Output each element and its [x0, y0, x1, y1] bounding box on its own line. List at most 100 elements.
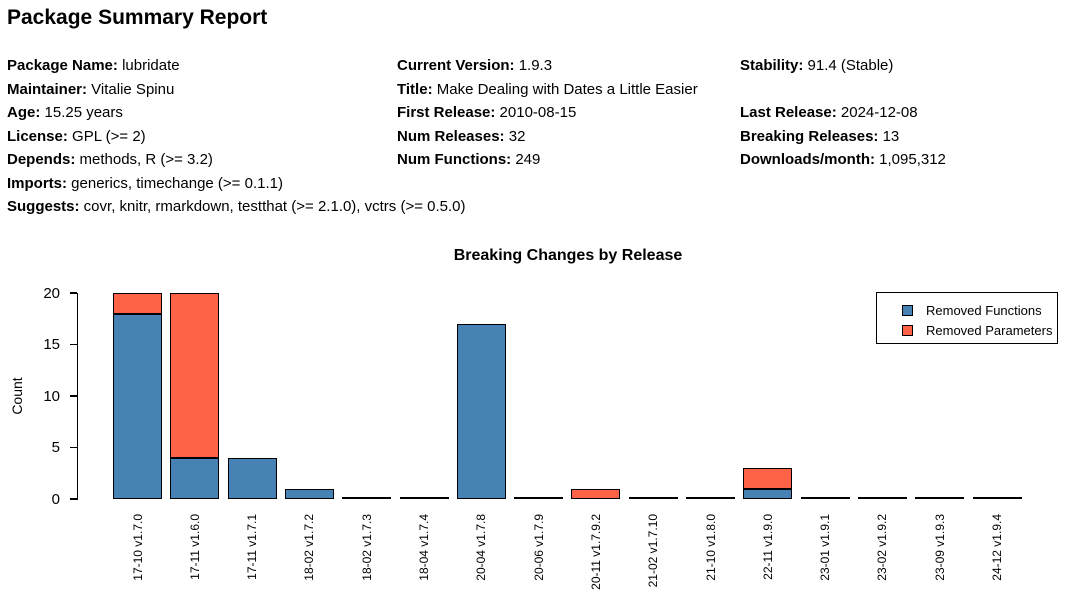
x-axis-tick-label: 17-11 v1.6.0 — [187, 514, 202, 580]
bar-zero-line — [972, 497, 1022, 499]
meta-value: 32 — [504, 127, 526, 145]
legend-swatch-removed-functions — [902, 304, 913, 316]
bar-zero-line — [800, 497, 850, 499]
y-axis-tick — [69, 395, 77, 397]
meta-row: Breaking Releases: 13 — [740, 125, 946, 149]
meta-value: 2010-08-15 — [495, 104, 577, 121]
x-axis-tick-label: 20-06 v1.7.9 — [531, 514, 546, 581]
meta-label: Current Version: — [397, 57, 515, 74]
bar-segment-removed-parameters — [743, 468, 793, 489]
page-title: Package Summary Report — [7, 6, 268, 29]
metadata-column-1: Package Name: lubridate Maintainer: Vital… — [7, 54, 466, 219]
y-axis-tick — [69, 498, 77, 500]
meta-value: GPL (>= 2) — [67, 127, 146, 145]
meta-row: First Release: 2010-08-15 — [397, 101, 698, 125]
meta-row: Imports: generics, timechange (>= 0.1.1) — [7, 172, 466, 196]
metadata-column-2: Current Version: 1.9.3 Title: Make Dealin… — [397, 54, 698, 172]
bar-segment-removed-functions — [284, 488, 334, 499]
meta-value: 13 — [878, 127, 900, 145]
bar-zero-line — [857, 497, 907, 499]
legend-swatch-removed-parameters — [902, 324, 913, 336]
meta-label: First Release: — [397, 104, 496, 121]
x-axis-tick-label: 23-01 v1.9.1 — [818, 514, 833, 581]
meta-row: Title: Make Dealing with Dates a Little … — [397, 78, 698, 102]
bar-zero-line — [686, 497, 735, 499]
meta-row — [740, 78, 946, 102]
meta-label: Suggests: — [7, 198, 80, 215]
bar-zero-line — [342, 497, 392, 499]
meta-value: methods, R (>= 3.2) — [75, 151, 213, 168]
bar-segment-removed-functions — [227, 457, 277, 499]
meta-value: Make Dealing with Dates a Little Easier — [432, 80, 698, 98]
meta-label: Downloads/month: — [740, 151, 875, 168]
meta-label: Num Functions: — [397, 151, 512, 168]
y-axis-label: Count — [9, 377, 25, 415]
y-axis-tick-label: 0 — [51, 490, 60, 508]
meta-row: Package Name: lubridate — [7, 54, 466, 78]
meta-label: Maintainer: — [7, 80, 88, 98]
meta-row: Suggests: covr, knitr, rmarkdown, testth… — [7, 195, 466, 219]
y-axis-tick — [69, 343, 77, 346]
meta-label: Package Name: — [7, 57, 118, 74]
x-axis-tick-label: 18-02 v1.7.3 — [359, 514, 374, 581]
x-axis-tick-label: 17-11 v1.7.1 — [245, 514, 260, 580]
meta-value: 1,095,312 — [875, 151, 946, 168]
y-axis-tick-label: 20 — [43, 284, 60, 302]
meta-row: Depends: methods, R (>= 3.2) — [7, 148, 466, 172]
bar-zero-line — [628, 497, 678, 499]
x-axis-tick-label: 23-09 v1.9.3 — [932, 514, 947, 581]
meta-value: 1.9.3 — [514, 57, 553, 74]
y-axis-tick-label: 10 — [43, 387, 60, 405]
bar-segment-removed-functions — [456, 323, 506, 499]
meta-row: License: GPL (>= 2) — [7, 125, 466, 149]
meta-row: Maintainer: Vitalie Spinu — [7, 78, 466, 102]
meta-value: lubridate — [117, 57, 180, 74]
meta-label: Imports: — [7, 174, 67, 192]
bar-zero-line — [514, 497, 564, 499]
x-axis-tick-label: 18-04 v1.7.4 — [417, 514, 431, 581]
chart-legend: Removed Functions Removed Parameters — [876, 292, 1058, 344]
x-axis-tick-label: 21-02 v1.7.10 — [646, 514, 661, 588]
meta-value: 91.4 (Stable) — [803, 57, 894, 74]
x-axis-tick-label: 23-02 v1.9.2 — [875, 514, 890, 581]
bar-zero-line — [399, 497, 449, 499]
x-axis-tick-label: 20-04 v1.7.8 — [474, 514, 489, 581]
x-axis-tick-label: 20-11 v1.7.9.2 — [588, 514, 603, 590]
meta-label: Age: — [7, 104, 41, 121]
y-axis — [76, 293, 78, 500]
y-axis-tick — [69, 292, 77, 294]
meta-value: covr, knitr, rmarkdown, testthat (>= 2.1… — [79, 198, 466, 215]
meta-row: Last Release: 2024-12-08 — [740, 101, 946, 125]
x-axis-tick-label: 17-10 v1.7.0 — [130, 514, 145, 581]
bar-segment-removed-parameters — [571, 488, 621, 499]
meta-value: 249 — [511, 151, 541, 168]
y-axis-tick-label: 5 — [51, 439, 60, 456]
meta-value: Vitalie Spinu — [87, 80, 175, 98]
legend-label: Removed Functions — [926, 302, 1042, 318]
x-axis-tick-label: 18-02 v1.7.2 — [302, 514, 317, 581]
meta-label: Stability: — [740, 57, 804, 74]
meta-row: Current Version: 1.9.3 — [397, 54, 698, 78]
bar-segment-removed-functions — [113, 313, 162, 499]
bar-zero-line — [915, 497, 965, 499]
meta-label: Last Release: — [740, 104, 837, 121]
meta-row: Num Functions: 249 — [397, 148, 698, 172]
x-axis-tick-label: 22-11 v1.9.0 — [760, 514, 775, 580]
meta-row: Stability: 91.4 (Stable) — [740, 54, 946, 78]
x-axis-tick-label: 24-12 v1.9.4 — [990, 514, 1004, 581]
meta-row: Num Releases: 32 — [397, 125, 698, 149]
bar-segment-removed-functions — [743, 488, 793, 499]
meta-label: License: — [7, 127, 68, 145]
bar-segment-removed-parameters — [113, 293, 162, 314]
bar-segment-removed-functions — [170, 457, 220, 499]
meta-label: Title: — [397, 80, 433, 98]
meta-row: Downloads/month: 1,095,312 — [740, 148, 946, 172]
x-axis-tick-label: 21-10 v1.8.0 — [703, 514, 718, 581]
legend-item: Removed Functions — [877, 300, 1057, 320]
meta-label: Breaking Releases: — [740, 127, 879, 145]
metadata-column-3: Stability: 91.4 (Stable) Last Release: 20… — [740, 54, 946, 172]
meta-value: 2024-12-08 — [836, 104, 918, 121]
meta-label: Num Releases: — [397, 127, 505, 145]
meta-value: 15.25 years — [40, 104, 123, 121]
